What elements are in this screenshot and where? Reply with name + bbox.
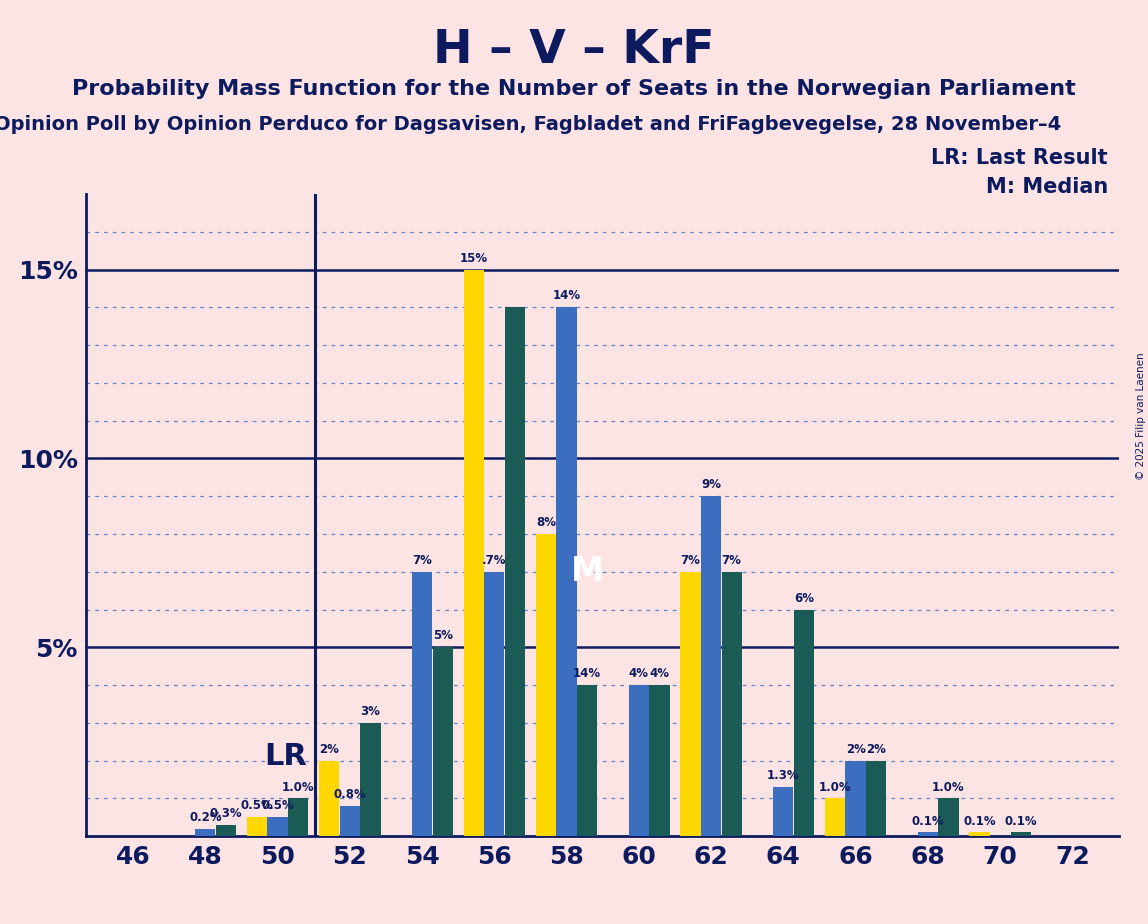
Text: 6%: 6% [794,591,814,604]
Text: LR: Last Result: LR: Last Result [931,148,1108,168]
Text: 7%: 7% [722,553,742,567]
Bar [557,308,576,836]
Bar [866,760,886,836]
Text: .7%: .7% [482,553,506,567]
Bar [701,496,721,836]
Text: 9%: 9% [701,479,721,492]
Bar [340,806,360,836]
Text: Opinion Poll by Opinion Perduco for Dagsavisen, Fagbladet and FriFagbevegelse, 2: Opinion Poll by Opinion Perduco for Dags… [0,116,1062,135]
Bar [650,685,669,836]
Text: Probability Mass Function for the Number of Seats in the Norwegian Parliament: Probability Mass Function for the Number… [72,79,1076,99]
Text: LR: LR [265,742,308,772]
Text: 2%: 2% [319,743,339,756]
Bar [722,572,742,836]
Bar [774,787,793,836]
Bar [917,833,938,836]
Text: 2%: 2% [867,743,886,756]
Bar [681,572,700,836]
Text: 1.0%: 1.0% [282,781,315,794]
Text: H – V – KrF: H – V – KrF [433,28,715,73]
Text: 3%: 3% [360,705,380,718]
Bar [360,723,380,836]
Text: 0.5%: 0.5% [262,799,294,812]
Text: M: Median: M: Median [986,177,1108,198]
Text: M: M [571,555,604,589]
Text: 7%: 7% [681,553,700,567]
Bar [433,648,452,836]
Text: 2%: 2% [846,743,866,756]
Bar [195,829,216,836]
Bar [969,833,990,836]
Bar [464,270,483,836]
Text: 0.1%: 0.1% [1004,815,1037,828]
Text: 1.3%: 1.3% [767,769,800,783]
Bar [845,760,866,836]
Text: 4%: 4% [650,667,669,680]
Bar [412,572,432,836]
Bar [484,572,504,836]
Bar [267,818,288,836]
Bar [505,308,525,836]
Text: 5%: 5% [433,629,452,642]
Text: 0.1%: 0.1% [912,815,944,828]
Bar [577,685,597,836]
Text: 0.8%: 0.8% [333,788,366,801]
Bar [1010,833,1031,836]
Bar [825,798,845,836]
Text: 1.0%: 1.0% [932,781,964,794]
Text: 14%: 14% [552,289,581,302]
Text: 0.2%: 0.2% [189,810,222,824]
Text: © 2025 Filip van Laenen: © 2025 Filip van Laenen [1135,352,1146,480]
Bar [629,685,649,836]
Text: 14%: 14% [573,667,602,680]
Bar [288,798,309,836]
Bar [247,818,267,836]
Text: 0.1%: 0.1% [963,815,995,828]
Text: 0.3%: 0.3% [210,807,242,820]
Bar [793,610,814,836]
Text: 4%: 4% [629,667,649,680]
Text: 0.5%: 0.5% [241,799,273,812]
Text: 7%: 7% [412,553,432,567]
Bar [319,760,340,836]
Bar [216,825,236,836]
Text: 15%: 15% [459,251,488,264]
Bar [536,534,556,836]
Bar [938,798,959,836]
Text: 1.0%: 1.0% [819,781,852,794]
Text: 8%: 8% [536,517,556,529]
